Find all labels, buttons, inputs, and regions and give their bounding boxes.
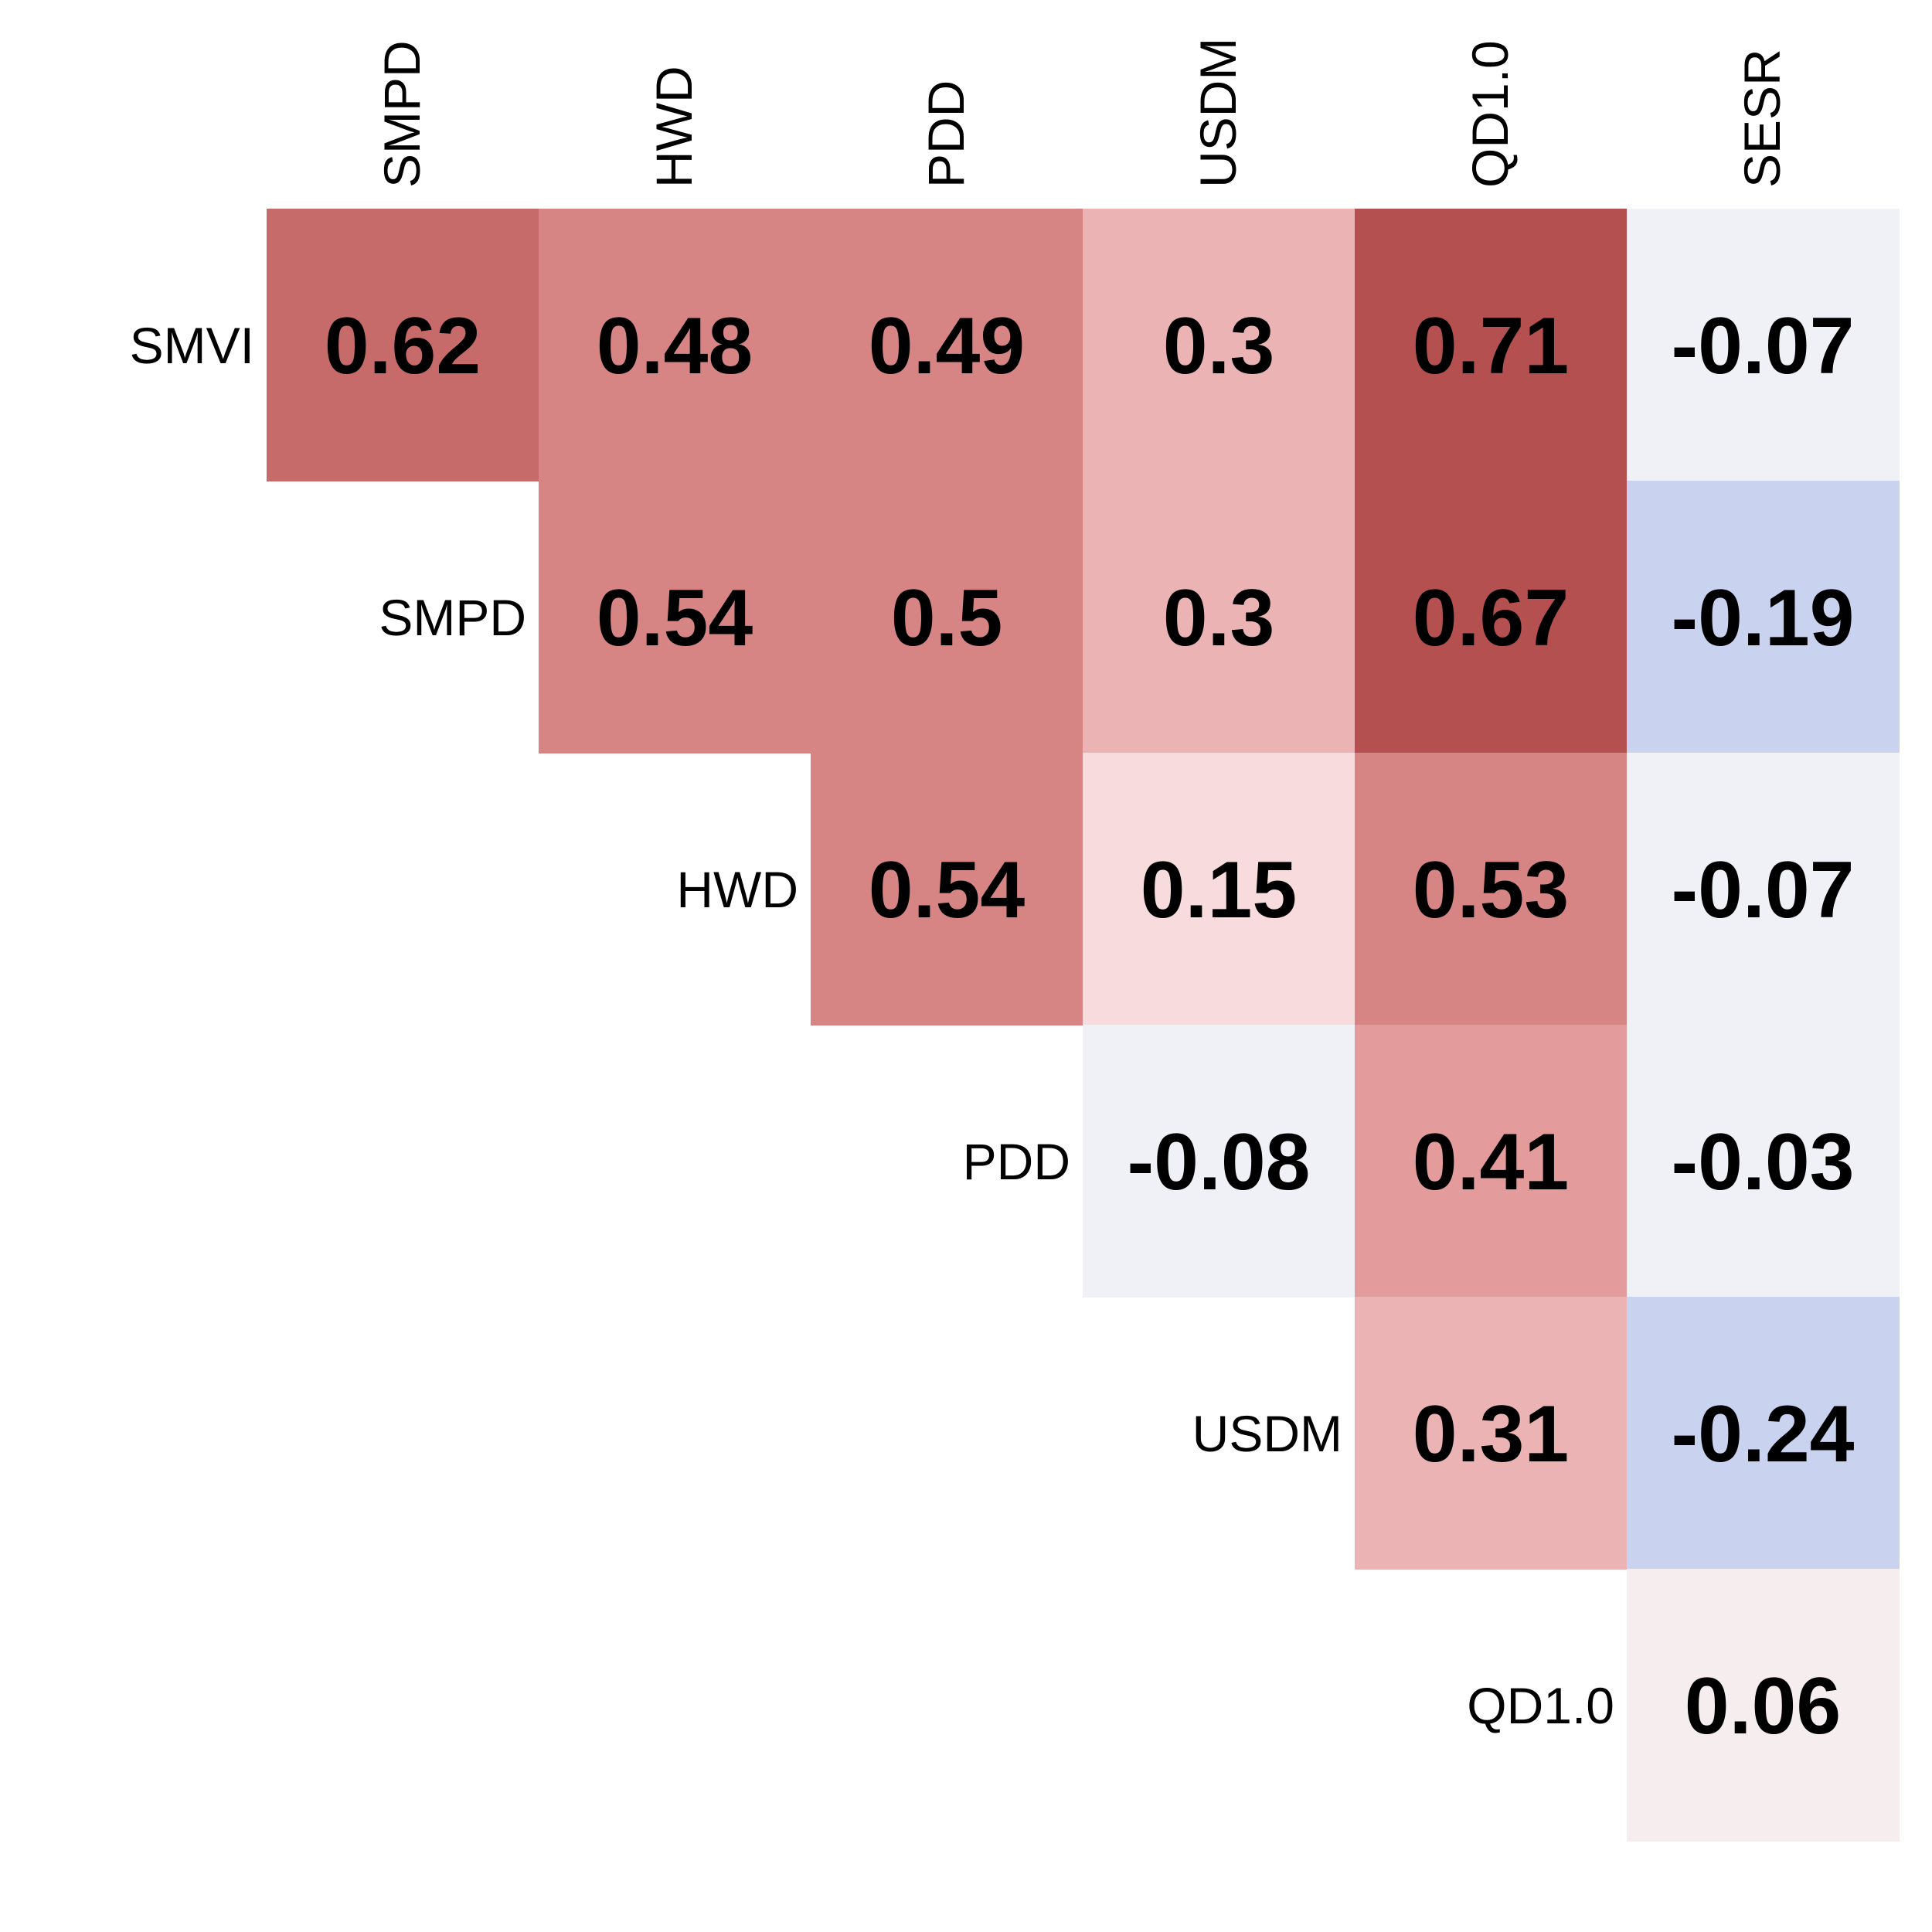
heatmap-cell-smpd-pdd [811, 481, 1083, 753]
heatmap-cell-pdd-sesr [1627, 1025, 1900, 1298]
cell-value-label: 0.48 [597, 301, 753, 391]
heatmap-cell-smvi-pdd [811, 209, 1083, 481]
heatmap-cell-hwd-usdm [1083, 753, 1355, 1026]
cell-value-label: 0.54 [597, 573, 753, 663]
cell-value-label: 0.3 [1163, 301, 1275, 391]
heatmap-cell-smvi-qd1-0 [1355, 209, 1628, 481]
cell-value-label: 0.71 [1413, 301, 1569, 391]
cell-value-label: -0.08 [1127, 1117, 1310, 1207]
heatmap-cell-pdd-qd1-0 [1355, 1025, 1628, 1298]
cell-value-label: 0.15 [1141, 845, 1297, 935]
cell-value-label: 0.62 [325, 301, 481, 391]
heatmap-cell-smpd-hwd [539, 481, 811, 753]
row-label: QD1.0 [1467, 1677, 1614, 1734]
cell-value-label: -0.03 [1671, 1117, 1854, 1207]
heatmap-cell-smvi-smpd [267, 209, 539, 481]
row-labels: SMVI SMPD HWD PDD USDM QD1.0 [130, 317, 1614, 1734]
cell-value-label: 0.06 [1685, 1662, 1841, 1751]
cell-value-label: 0.41 [1413, 1117, 1569, 1207]
cell-value-label: 0.49 [869, 301, 1025, 391]
heatmap-cell-usdm-qd1-0 [1355, 1297, 1628, 1570]
column-label: QD1.0 [1461, 40, 1519, 188]
cell-value-label: 0.3 [1163, 573, 1275, 663]
cell-value-label: -0.07 [1671, 301, 1854, 391]
heatmap-cell-smvi-usdm [1083, 209, 1355, 481]
row-label: USDM [1192, 1405, 1342, 1462]
column-label: HWD [645, 66, 702, 188]
heatmap-cell-pdd-usdm [1083, 1025, 1355, 1298]
heatmap-cell-hwd-qd1-0 [1355, 753, 1628, 1026]
row-label: SMPD [379, 589, 526, 646]
column-labels: SMPD HWD PDD USDM QD1.0 SESR [373, 38, 1791, 188]
cell-value-label: -0.07 [1671, 845, 1854, 935]
heatmap-cell-usdm-sesr [1627, 1297, 1900, 1570]
column-label: PDD [917, 80, 975, 188]
heatmap-cell-smpd-usdm [1083, 481, 1355, 753]
cell-value-label: 0.53 [1413, 845, 1569, 935]
cell-value-label: 0.31 [1413, 1389, 1569, 1479]
cell-value-label: 0.67 [1413, 573, 1569, 663]
column-label: SESR [1733, 49, 1791, 188]
row-label: PDD [963, 1133, 1070, 1190]
cell-value-label: -0.19 [1671, 573, 1854, 663]
column-label: USDM [1189, 38, 1247, 188]
cell-value-label: 0.54 [869, 845, 1026, 935]
cell-value-label: 0.5 [891, 573, 1003, 663]
cell-value-label: -0.24 [1671, 1389, 1854, 1479]
column-label: SMPD [373, 40, 430, 188]
heatmap-cell-qd1-0-sesr [1627, 1569, 1900, 1842]
heatmap-cell-smpd-qd1-0 [1355, 481, 1628, 753]
row-label: HWD [676, 861, 798, 918]
heatmap-cell-hwd-sesr [1627, 753, 1900, 1026]
heatmap-cell-smpd-sesr [1627, 481, 1900, 753]
heatmap-cell-hwd-pdd [811, 753, 1083, 1026]
heatmap-cell-smvi-hwd [539, 209, 811, 481]
row-label: SMVI [130, 317, 254, 374]
heatmap-cell-smvi-sesr [1627, 209, 1900, 481]
heatmap-cells: 0.62 0.48 0.49 0.3 0.71 -0.07 0.54 0.5 0.3 0.67 -0… [267, 209, 1900, 1842]
